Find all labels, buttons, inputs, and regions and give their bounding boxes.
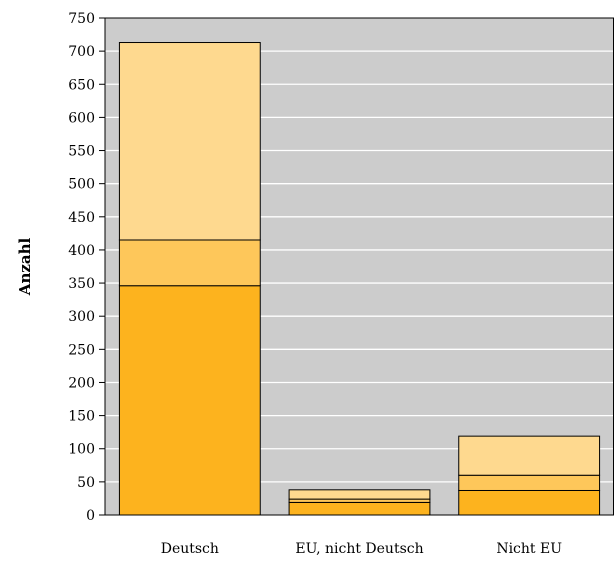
y-tick-label: 150 — [68, 409, 95, 425]
y-tick-label: 700 — [68, 44, 95, 60]
y-tick-label: 300 — [68, 309, 95, 325]
y-tick-label: 50 — [77, 475, 95, 491]
bar-segment-1 — [458, 489, 601, 516]
y-tick-label: 400 — [68, 243, 95, 259]
y-tick-label: 600 — [68, 110, 95, 126]
bar-segment-3 — [118, 42, 261, 241]
y-tick-label: 650 — [68, 77, 95, 93]
y-tick-label: 250 — [68, 342, 95, 358]
bar-segment-3 — [458, 435, 601, 476]
x-category-label: Deutsch — [161, 541, 219, 557]
bar-segment-1 — [118, 285, 261, 516]
bar-segment-1 — [288, 501, 431, 516]
y-tick-label: 450 — [68, 210, 95, 226]
bars — [118, 42, 601, 516]
y-tick-label: 200 — [68, 375, 95, 391]
y-ticks: 0 50 100 150 200 250 300 350 400 450 500 550 600 650 7… — [68, 11, 105, 524]
y-tick-label: 100 — [68, 442, 95, 458]
x-category-label: EU, nicht Deutsch — [295, 541, 423, 557]
y-tick-label: 500 — [68, 177, 95, 193]
y-tick-label: 350 — [68, 276, 95, 292]
x-category-labels: Deutsch EU, nicht Deutsch Nicht EU — [161, 541, 562, 557]
y-tick-label: 750 — [68, 11, 95, 27]
bar-segment-3 — [288, 489, 431, 500]
bar-segment-2 — [458, 474, 601, 491]
bar-segment-2 — [118, 239, 261, 287]
y-tick-label: 550 — [68, 144, 95, 160]
x-category-label: Nicht EU — [496, 541, 562, 557]
y-tick-label: 0 — [86, 508, 95, 524]
y-axis-title: Anzahl — [16, 238, 34, 297]
